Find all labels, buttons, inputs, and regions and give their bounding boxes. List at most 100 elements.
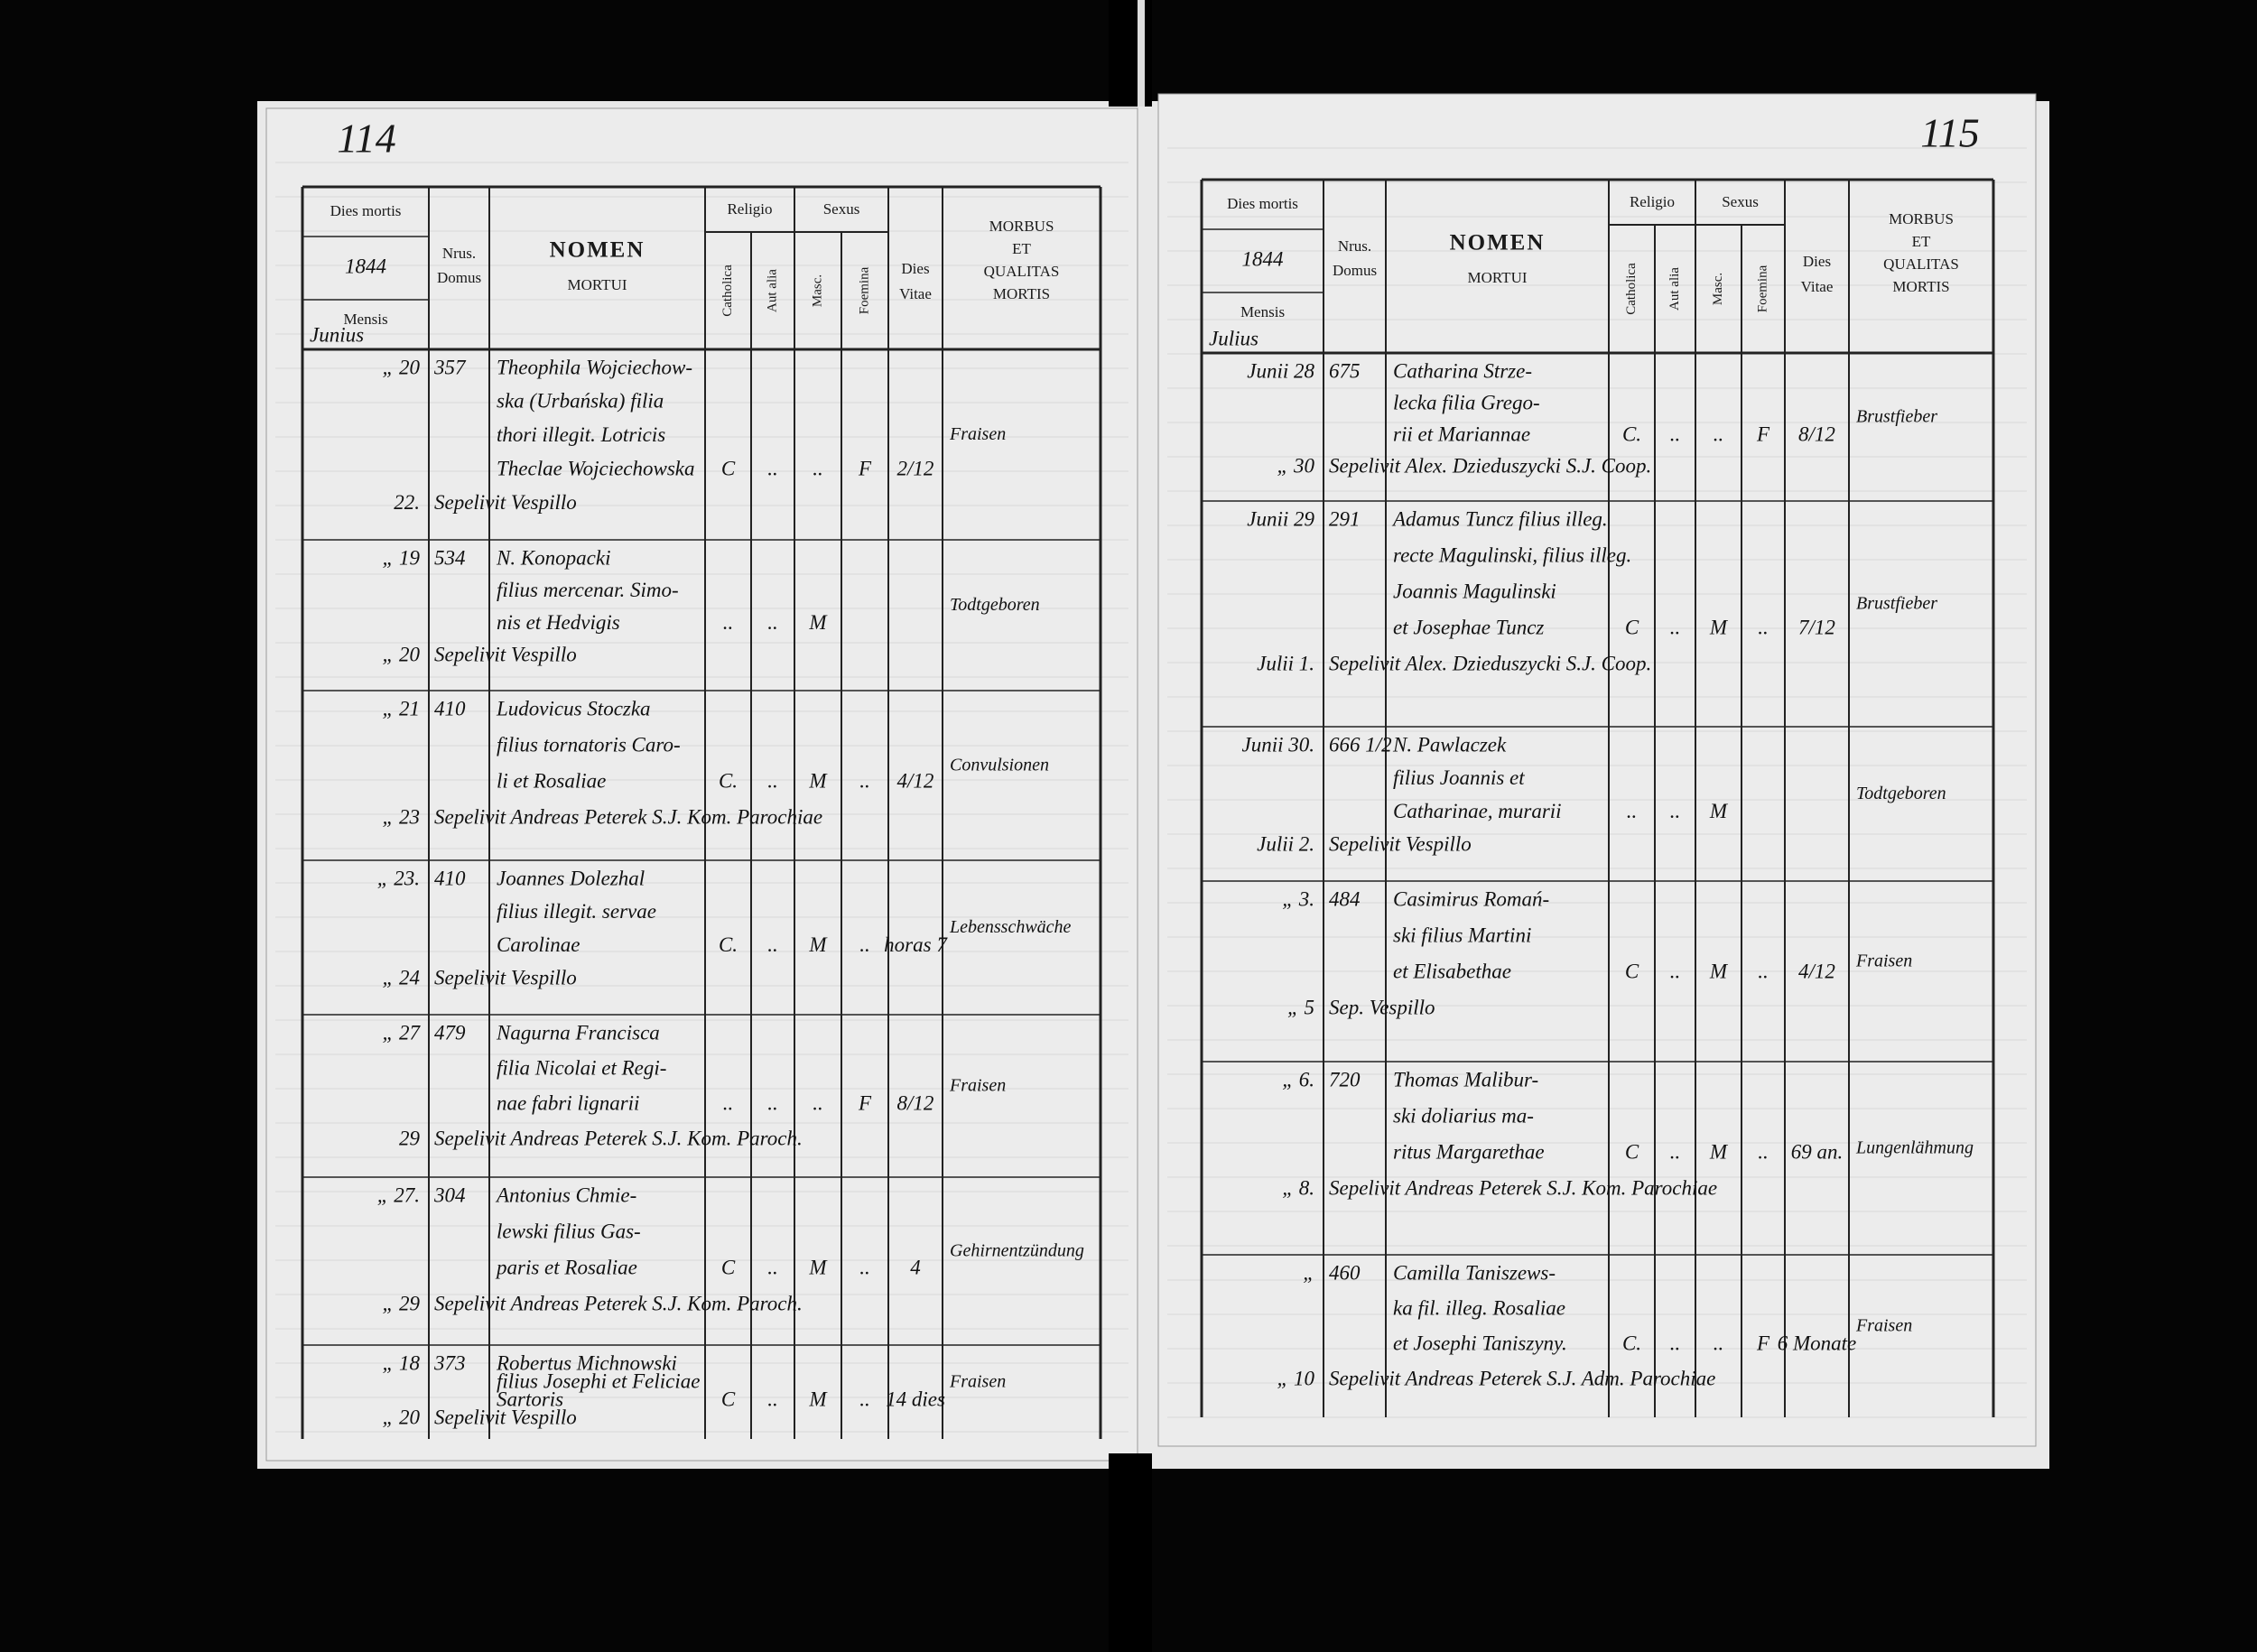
cell-catholica: .. <box>723 611 734 634</box>
cell-vitae: horas 7 <box>884 933 948 956</box>
cell-domus: 720 <box>1329 1068 1361 1091</box>
cell-domus: 460 <box>1329 1261 1361 1284</box>
cell-domus: 304 <box>433 1183 466 1206</box>
name-line: et Josephi Taniszyny. <box>1393 1332 1567 1354</box>
cell-morbus: Gehirnentzündung <box>950 1241 1084 1261</box>
header-mensis: Mensis <box>343 311 387 328</box>
cell-burial-day: „ 20 <box>382 644 420 666</box>
cell-vitae: 69 an. <box>1791 1140 1844 1163</box>
name-line: Antonius Chmie- <box>495 1183 636 1206</box>
name-line: ski filius Martini <box>1393 923 1531 946</box>
header-domus: Domus <box>437 269 481 286</box>
cell-catholica: C <box>1625 960 1639 982</box>
cell-catholica: C. <box>1622 422 1641 445</box>
name-line: Theclae Wojciechowska <box>497 457 695 479</box>
cell-masc: M <box>808 769 828 792</box>
cell-day: „ 27. <box>377 1183 420 1206</box>
name-line: paris et Rosaliae <box>495 1256 637 1278</box>
name-line: Carolinae <box>497 933 580 956</box>
header-catholica: Catholica <box>720 265 735 317</box>
name-line: Theophila Wojciechow- <box>497 356 692 378</box>
cell-foemina: .. <box>859 1387 870 1410</box>
cell-catholica: C. <box>719 933 738 956</box>
cell-day: „ 3. <box>1282 887 1314 910</box>
cell-aut-alia: .. <box>1670 422 1681 445</box>
cell-domus: 410 <box>434 697 466 719</box>
header-sexus: Sexus <box>1722 193 1759 210</box>
cell-domus: 373 <box>433 1351 466 1374</box>
cell-foemina: .. <box>1758 1140 1769 1163</box>
header-mortis: MORTIS <box>993 285 1050 302</box>
cell-aut-alia: .. <box>1670 1140 1681 1163</box>
cell-day: „ 18 <box>382 1351 420 1374</box>
name-line: ritus Margarethae <box>1393 1140 1545 1163</box>
cell-aut-alia: .. <box>767 1091 778 1114</box>
burial-note: Sepelivit Vespillo <box>434 644 577 666</box>
name-line: rii et Mariannae <box>1393 422 1530 445</box>
header-et: ET <box>1012 240 1031 257</box>
cell-burial-day: Julii 1. <box>1257 652 1314 674</box>
cell-aut-alia: .. <box>1670 616 1681 638</box>
cell-aut-alia: .. <box>1670 960 1681 982</box>
cell-masc: M <box>1709 1140 1729 1163</box>
burial-note: Sepelivit Andreas Peterek S.J. Kom. Paro… <box>434 805 822 828</box>
cell-vitae: 14 dies <box>886 1387 945 1410</box>
cell-vitae: 8/12 <box>1798 422 1835 445</box>
name-line: N. Konopacki <box>496 546 611 569</box>
cell-vitae: 8/12 <box>897 1091 934 1114</box>
burial-note: Sepelivit Alex. Dzieduszycki S.J. Coop. <box>1329 652 1651 674</box>
cell-foemina: .. <box>859 1256 870 1278</box>
cell-catholica: C. <box>1622 1332 1641 1354</box>
header-foemina: Foemina <box>1755 265 1769 312</box>
cell-morbus: Lebensschwäche <box>949 917 1072 937</box>
cell-aut-alia: .. <box>767 1256 778 1278</box>
header-nrus: Nrus. <box>442 245 476 262</box>
cell-morbus: Convulsionen <box>950 756 1049 775</box>
burial-note: Sep. Vespillo <box>1329 996 1435 1018</box>
cell-domus: 479 <box>434 1021 466 1044</box>
name-line: Sartoris <box>497 1387 563 1410</box>
header-masc: Masc. <box>810 274 824 307</box>
header-mortui: MORTUI <box>567 276 627 293</box>
cell-domus: 291 <box>1329 507 1361 530</box>
name-line: Joannes Dolezhal <box>497 867 645 889</box>
name-line: ska (Urbańska) filia <box>497 390 664 413</box>
cell-domus: 666 1/2 <box>1329 733 1392 756</box>
name-line: nae fabri lignarii <box>497 1091 639 1114</box>
cell-masc: .. <box>813 1091 823 1114</box>
name-line: recte Magulinski, filius illeg. <box>1393 543 1631 566</box>
cell-day: Junii 30. <box>1242 733 1315 756</box>
cell-burial-day: „ 30 <box>1277 454 1314 477</box>
name-line: Joannis Magulinski <box>1393 580 1556 602</box>
cell-catholica: .. <box>723 1091 734 1114</box>
header-nrus: Nrus. <box>1338 237 1371 255</box>
name-line: et Josephae Tuncz <box>1393 616 1544 638</box>
cell-vitae: 6 Monate <box>1778 1332 1857 1354</box>
header-mortui: MORTUI <box>1467 269 1527 286</box>
header-et: ET <box>1912 233 1931 250</box>
name-line: filius mercenar. Simo- <box>497 579 679 601</box>
cell-domus: 357 <box>433 356 467 378</box>
name-line: thori illegit. Lotricis <box>497 423 665 446</box>
cell-day: „ 6. <box>1282 1068 1314 1091</box>
header-nomen: NOMEN <box>550 238 646 263</box>
cell-masc: .. <box>813 457 823 479</box>
cell-morbus: Todtgeboren <box>950 595 1040 615</box>
burial-note: Sepelivit Andreas Peterek S.J. Adm. Paro… <box>1329 1367 1715 1389</box>
cell-foemina: F <box>1756 1332 1770 1354</box>
binding-strip <box>1138 0 1145 107</box>
cell-morbus: Fraisen <box>949 1372 1006 1392</box>
name-line: ski doliarius ma- <box>1393 1104 1534 1127</box>
name-line: Robertus Michnowski <box>496 1351 677 1374</box>
cell-burial-day: Julii 2. <box>1257 833 1314 856</box>
header-dies-mortis: Dies mortis <box>330 202 402 219</box>
cell-foemina: .. <box>859 769 870 792</box>
cell-day: „ 27 <box>382 1021 421 1044</box>
cell-morbus: Fraisen <box>1855 1316 1912 1336</box>
header-aut-alia: Aut alia <box>1667 267 1682 311</box>
paper <box>1157 93 2037 1447</box>
name-line: Catharinae, murarii <box>1393 800 1562 822</box>
name-line: Adamus Tuncz filius illeg. <box>1391 507 1608 530</box>
cell-masc: M <box>808 1256 828 1278</box>
